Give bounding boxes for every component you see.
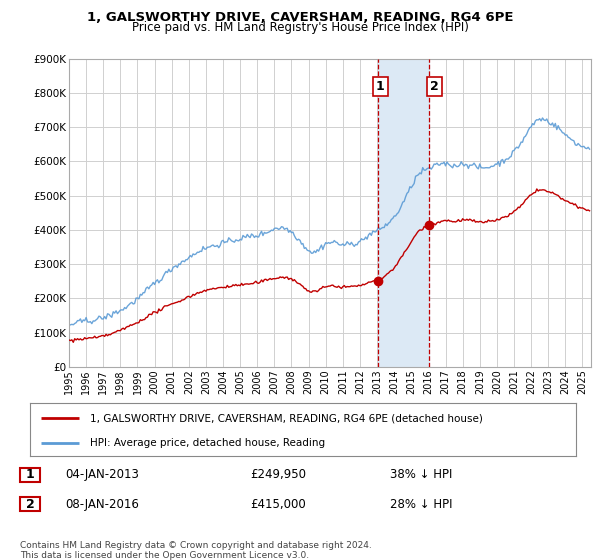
Text: 1: 1 — [26, 468, 34, 482]
Bar — [378, 59, 429, 367]
FancyBboxPatch shape — [20, 468, 40, 482]
FancyBboxPatch shape — [20, 497, 40, 511]
Text: £249,950: £249,950 — [250, 468, 306, 482]
Text: 2: 2 — [430, 80, 439, 92]
Text: 1, GALSWORTHY DRIVE, CAVERSHAM, READING, RG4 6PE (detached house): 1, GALSWORTHY DRIVE, CAVERSHAM, READING,… — [90, 413, 483, 423]
Text: £415,000: £415,000 — [250, 498, 306, 511]
Text: 1: 1 — [376, 80, 385, 92]
Text: 1, GALSWORTHY DRIVE, CAVERSHAM, READING, RG4 6PE: 1, GALSWORTHY DRIVE, CAVERSHAM, READING,… — [87, 11, 513, 24]
Text: 2: 2 — [26, 498, 34, 511]
Text: HPI: Average price, detached house, Reading: HPI: Average price, detached house, Read… — [90, 438, 325, 448]
Text: Price paid vs. HM Land Registry's House Price Index (HPI): Price paid vs. HM Land Registry's House … — [131, 21, 469, 34]
Text: 08-JAN-2016: 08-JAN-2016 — [65, 498, 139, 511]
Text: 28% ↓ HPI: 28% ↓ HPI — [390, 498, 452, 511]
Text: Contains HM Land Registry data © Crown copyright and database right 2024.
This d: Contains HM Land Registry data © Crown c… — [20, 541, 372, 560]
Text: 38% ↓ HPI: 38% ↓ HPI — [390, 468, 452, 482]
Text: 04-JAN-2013: 04-JAN-2013 — [65, 468, 139, 482]
